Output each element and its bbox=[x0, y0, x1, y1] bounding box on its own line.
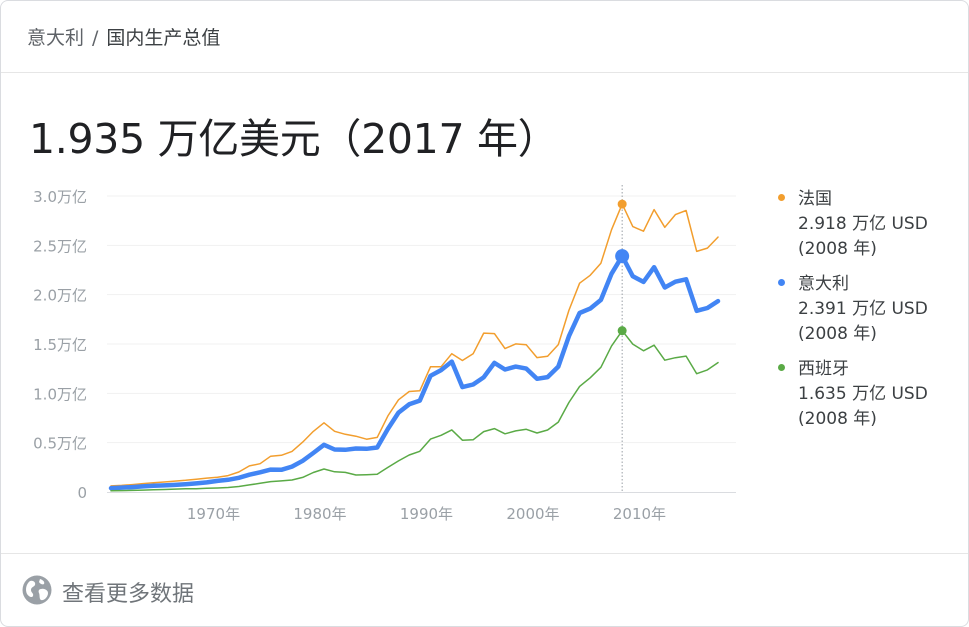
y-tick-label: 0.5万亿 bbox=[33, 435, 87, 453]
card-footer: 查看更多数据 bbox=[1, 553, 968, 627]
legend-name-france: 法国 bbox=[798, 189, 832, 209]
legend-item-italy[interactable]: 意大利 2.391 万亿 USD (2008 年) bbox=[777, 272, 962, 347]
chart-legend: 法国 2.918 万亿 USD (2008 年) 意大利 2.391 万亿 US… bbox=[777, 187, 962, 442]
series-line-1 bbox=[108, 253, 721, 491]
y-tick-label: 2.0万亿 bbox=[33, 287, 87, 305]
gdp-line-chart[interactable]: 0 0.5万亿 1.0万亿 1.5万亿 2.0万亿 2.5万亿 3.0万亿 1970年 1980… bbox=[1, 1, 968, 553]
x-tick-label: 1990年 bbox=[400, 505, 453, 523]
legend-dot-spain bbox=[778, 364, 785, 371]
x-tick-label: 1970年 bbox=[187, 505, 240, 523]
legend-year-spain: (2008 年) bbox=[798, 409, 877, 429]
breadcrumb-separator: / bbox=[92, 27, 99, 49]
more-data-link[interactable]: 查看更多数据 bbox=[62, 582, 195, 607]
highlight-point-0 bbox=[617, 199, 627, 209]
legend-value-france: 2.918 万亿 USD bbox=[798, 214, 928, 234]
card-header: 意大利 / 国内生产总值 bbox=[1, 1, 968, 73]
legend-name-italy: 意大利 bbox=[798, 274, 849, 294]
legend-name-spain: 西班牙 bbox=[798, 359, 849, 379]
globe-icon[interactable] bbox=[21, 574, 53, 606]
highlight-point-2 bbox=[617, 326, 627, 336]
breadcrumb-parent[interactable]: 意大利 bbox=[27, 27, 85, 49]
breadcrumb: 意大利 / 国内生产总值 bbox=[27, 23, 220, 50]
legend-dot-france bbox=[778, 194, 785, 201]
series-line-0 bbox=[110, 203, 719, 487]
y-tick-label: 0 bbox=[77, 484, 87, 502]
y-tick-label: 1.0万亿 bbox=[33, 385, 87, 403]
legend-year-italy: (2008 年) bbox=[798, 324, 877, 344]
y-tick-label: 1.5万亿 bbox=[33, 336, 87, 354]
breadcrumb-current: 国内生产总值 bbox=[106, 27, 221, 49]
series-line-2 bbox=[110, 329, 719, 492]
legend-item-france[interactable]: 法国 2.918 万亿 USD (2008 年) bbox=[777, 187, 962, 262]
x-tick-label: 1980年 bbox=[293, 505, 346, 523]
legend-value-spain: 1.635 万亿 USD bbox=[798, 384, 928, 404]
highlight-point-1 bbox=[615, 249, 630, 264]
legend-value-italy: 2.391 万亿 USD bbox=[798, 299, 928, 319]
legend-dot-italy bbox=[778, 279, 785, 286]
legend-item-spain[interactable]: 西班牙 1.635 万亿 USD (2008 年) bbox=[777, 357, 962, 432]
x-tick-label: 2000年 bbox=[506, 505, 559, 523]
headline-value: 1.935 万亿美元（2017 年） bbox=[29, 115, 559, 163]
legend-year-france: (2008 年) bbox=[798, 239, 877, 259]
y-tick-label: 3.0万亿 bbox=[33, 188, 87, 206]
y-tick-label: 2.5万亿 bbox=[33, 237, 87, 255]
x-tick-label: 2010年 bbox=[613, 505, 666, 523]
